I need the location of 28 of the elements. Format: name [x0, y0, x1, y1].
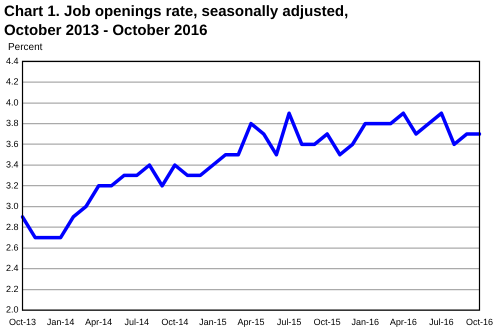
y-tick-label: 3.6 [6, 138, 19, 149]
y-tick-label: 4.2 [6, 76, 19, 87]
x-tick-label: Jul-14 [124, 317, 150, 328]
y-axis-title: Percent [8, 42, 42, 53]
x-tick-label: Jan-15 [199, 317, 227, 328]
y-tick-label: 4.0 [6, 97, 19, 108]
x-tick-label: Jul-15 [276, 317, 302, 328]
x-tick-label: Oct-16 [466, 317, 494, 328]
y-tick-label: 3.2 [6, 180, 19, 190]
x-tick-label: Jan-14 [46, 317, 74, 328]
x-tick-label: Apr-14 [85, 317, 112, 328]
y-tick-label: 2.4 [6, 263, 19, 274]
x-tick-label: Apr-15 [237, 317, 265, 328]
x-tick-label: Oct-15 [314, 317, 341, 328]
y-tick-label: 2.2 [6, 284, 19, 294]
x-tick-label: Apr-16 [390, 317, 417, 328]
x-tick-label: Oct-14 [161, 317, 188, 328]
y-tick-label: 3.8 [6, 118, 19, 128]
chart-title: Chart 1. Job openings rate, seasonally adjusted, October 2013 - October 2016 [4, 2, 350, 40]
y-tick-label: 2.0 [6, 304, 19, 315]
y-tick-label: 3.4 [6, 160, 19, 170]
x-tick-label: Jan-16 [351, 317, 380, 328]
y-tick-label: 3.0 [6, 201, 19, 212]
x-tick-label: Jul-16 [429, 317, 454, 328]
y-tick-label: 4.4 [6, 56, 19, 66]
x-tick-label: Oct-13 [9, 317, 36, 328]
y-tick-label: 2.6 [6, 242, 19, 252]
y-tick-label: 2.8 [6, 222, 19, 232]
